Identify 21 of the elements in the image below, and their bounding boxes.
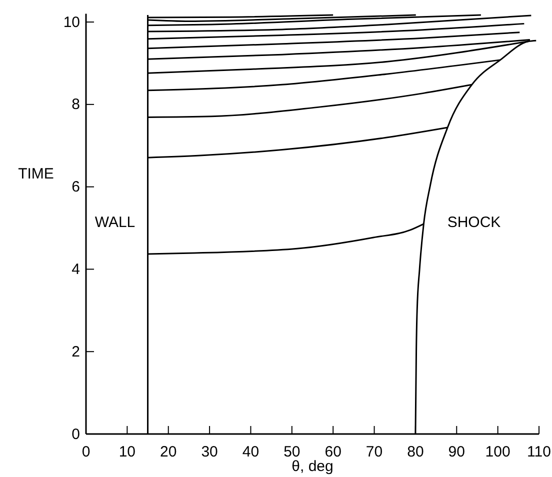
x-tick-label: 20 [160, 444, 177, 461]
x-tick-label: 100 [485, 444, 510, 461]
x-tick-label: 10 [118, 444, 136, 461]
y-tick-label: 4 [72, 261, 80, 278]
x-axis-title: θ, deg [292, 458, 334, 475]
y-tick-label: 2 [72, 343, 80, 360]
x-tick-label: 70 [366, 444, 383, 461]
x-tick-label: 30 [201, 444, 218, 461]
x-tick-label: 40 [242, 444, 260, 461]
y-tick-label: 0 [72, 426, 80, 443]
x-tick-label: 80 [407, 444, 424, 461]
y-axis-title: TIME [18, 166, 54, 183]
x-tick-label: 60 [324, 444, 342, 461]
x-tick-label: 110 [527, 444, 551, 461]
annotation: SHOCK [447, 214, 501, 231]
y-tick-label: 10 [63, 14, 80, 31]
annotation: WALL [94, 214, 136, 231]
y-tick-label: 8 [72, 96, 80, 114]
y-tick-label: 6 [72, 178, 80, 196]
x-tick-label: 90 [448, 444, 465, 461]
x-tick-label: 50 [284, 444, 300, 461]
